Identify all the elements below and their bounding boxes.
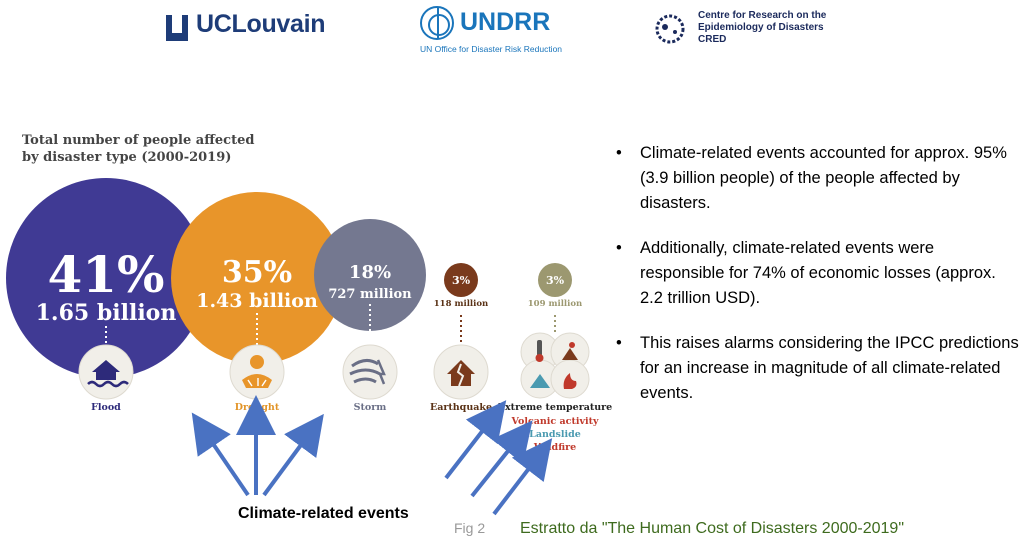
drought-people-label: 1.43 billion	[196, 290, 318, 312]
flood-category-label: Flood	[91, 402, 121, 413]
extreme-temperature-bubble	[538, 263, 572, 297]
volcanic-activity-label: Volcanic activity	[511, 416, 599, 427]
bullet-item: Climate-related events accounted for app…	[612, 141, 1022, 216]
drought-percent-label: 35%	[222, 255, 292, 290]
source-credit: Estratto da "The Human Cost of Disasters…	[518, 520, 904, 538]
undrr-logo-text: UNDRR	[460, 8, 551, 36]
chart-title-line-2: by disaster type (2000-2019)	[22, 150, 232, 165]
cred-line-1: Centre for Research on the	[698, 10, 827, 21]
earthquake-category-label: Earthquake	[430, 402, 492, 413]
extreme-temperature-people-label: 109 million	[528, 299, 582, 309]
storm-category-label: Storm	[354, 402, 387, 413]
drought-bubble	[171, 192, 343, 364]
flood-percent-label: 41%	[47, 245, 164, 304]
extreme-temperature-category-label: Extreme temperature	[498, 402, 612, 413]
arrow-to-storm	[262, 413, 324, 497]
bullet-item: This raises alarms considering the IPCC …	[612, 331, 1022, 406]
earthquake-house-icon	[433, 344, 489, 400]
un-emblem-icon	[420, 6, 454, 40]
flood-people-label: 1.65 billion	[36, 300, 177, 326]
arrow-to-flood	[191, 412, 250, 497]
storm-percent-label: 18%	[349, 262, 391, 283]
wildfire-label: Wildfire	[533, 442, 576, 453]
uclouvain-logo-text: UCLouvain	[196, 10, 326, 38]
flood-bubble	[6, 178, 206, 378]
arrow-to-wildfire	[492, 438, 553, 516]
undrr-subtitle: UN Office for Disaster Risk Reduction	[420, 44, 563, 54]
chart-title-line-1: Total number of people affected	[22, 133, 255, 148]
storm-wind-icon	[342, 344, 398, 400]
figure-label: Fig 2	[454, 520, 486, 536]
cred-line-3: CRED	[698, 34, 727, 45]
chart-title: Total number of people affected by disas…	[22, 132, 282, 166]
drought-category-label: Drought	[235, 402, 280, 413]
uclouvain-logo-icon	[166, 15, 188, 41]
storm-people-label: 727 million	[328, 287, 412, 302]
climate-related-events-label: Climate-related events	[238, 505, 409, 522]
cred-logo-icon	[655, 14, 685, 44]
earthquake-bubble	[444, 263, 478, 297]
flood-house-icon	[78, 344, 134, 400]
cred-line-2: Epidemiology of Disasters	[698, 22, 824, 33]
arrow-to-extreme-temperature	[444, 400, 507, 480]
storm-bubble	[314, 219, 426, 331]
multi-hazard-icons	[520, 332, 590, 399]
cred-logo-text: Centre for Research on the Epidemiology …	[698, 10, 868, 46]
key-findings-list: Climate-related events accounted for app…	[612, 141, 1022, 426]
bullet-item: Additionally, climate-related events wer…	[612, 236, 1022, 311]
extreme-temperature-percent-label: 3%	[546, 274, 565, 287]
earthquake-percent-label: 3%	[452, 274, 471, 287]
drought-sun-icon	[229, 344, 285, 400]
landslide-label: Landslide	[529, 429, 581, 440]
earthquake-people-label: 118 million	[434, 299, 488, 309]
